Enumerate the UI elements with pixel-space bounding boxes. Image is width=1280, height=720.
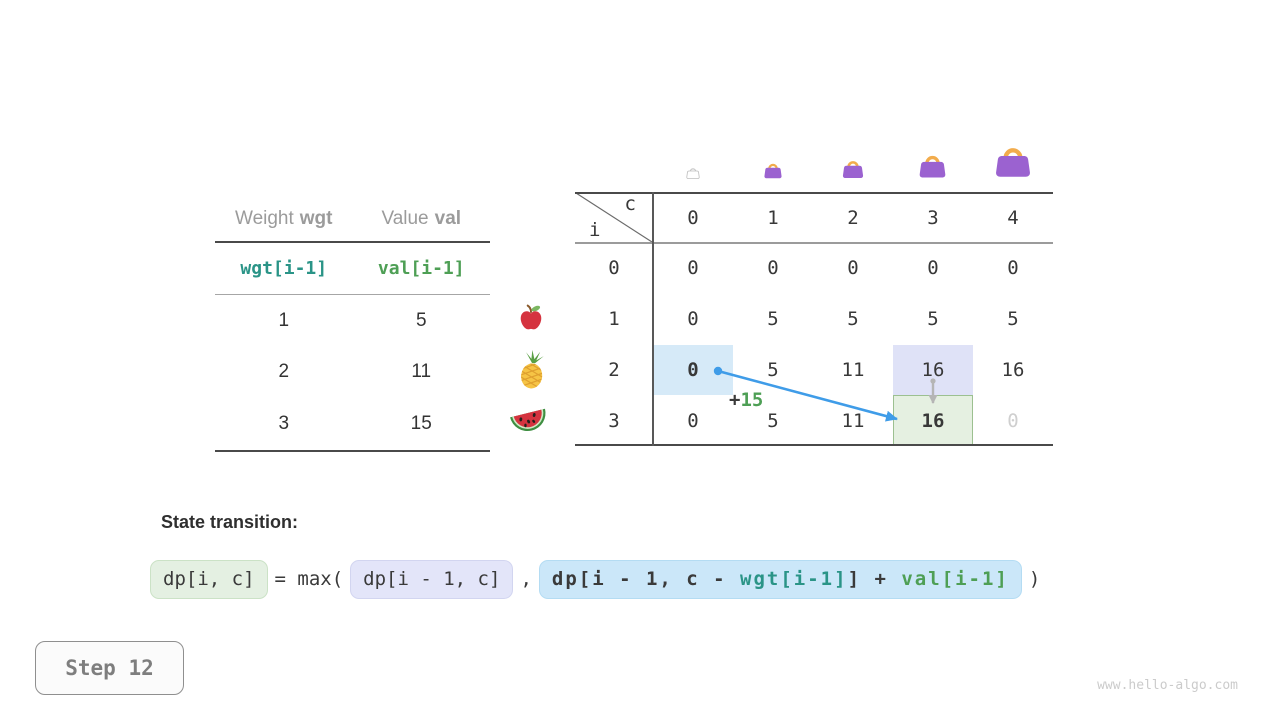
- dp-cell-prev-highlight: 16: [893, 344, 973, 396]
- dp-col-header: 4: [1007, 206, 1019, 229]
- dp-cell: 5: [767, 409, 779, 432]
- dp-vertical-divider: [652, 192, 654, 446]
- dp-cell-source-highlight: 0: [653, 344, 733, 396]
- dp-cell-pending: 0: [1007, 409, 1019, 432]
- dp-table: c i 0 1 2 3 4 0 0 0 0 0 0 1 0 5 5 5 5 2 …: [575, 192, 1053, 446]
- dp-row-header: 1: [608, 308, 620, 331]
- item-2-weight: 2: [278, 361, 290, 383]
- bag-icon-capacity-4: [991, 143, 1035, 185]
- dp-cell: 5: [927, 308, 939, 331]
- val-code-cell: val[i-1]: [377, 258, 465, 279]
- dp-cell: 0: [1007, 257, 1019, 280]
- dp-col-header: 1: [767, 206, 779, 229]
- corner-row-var: i: [589, 219, 601, 241]
- dp-corner-cell: c i: [575, 192, 653, 243]
- dp-cell: 11: [841, 358, 865, 381]
- dp-cell: 0: [847, 257, 859, 280]
- watermark: www.hello-algo.com: [1097, 678, 1238, 693]
- dp-col-header: 3: [927, 206, 939, 229]
- state-transition-formula: dp[i, c] = max( dp[i - 1, c] , dp[i - 1,…: [150, 560, 1040, 599]
- dp-row-header: 3: [608, 409, 620, 432]
- arg2-mid: ] +: [847, 568, 902, 590]
- dp-col-header: 2: [847, 206, 859, 229]
- weight-header-label: Weight: [234, 207, 294, 229]
- item-2-value: 11: [411, 361, 432, 383]
- dp-cell: 5: [767, 358, 779, 381]
- weight-header: Weight wgt: [215, 196, 353, 241]
- dp-row-header: 2: [608, 358, 620, 381]
- empty-bag-icon: [685, 166, 701, 185]
- arg2-wgt-code: wgt[i-1]: [740, 568, 848, 590]
- dp-cell: 5: [1007, 308, 1019, 331]
- value-header-code: val: [434, 207, 462, 229]
- arg2-prefix: dp[i - 1, c -: [551, 568, 741, 590]
- formula-close-paren: ): [1028, 568, 1041, 591]
- dp-cell: 11: [841, 409, 865, 432]
- formula-arg2-box: dp[i - 1, c - wgt[i-1]] + val[i-1]: [538, 560, 1022, 599]
- value-added-annotation: +15: [729, 389, 763, 411]
- dp-header-divider: [575, 242, 1053, 244]
- dp-top-border: [575, 192, 1053, 194]
- bag-icon-capacity-1: [762, 161, 784, 185]
- dp-cell: 0: [927, 257, 939, 280]
- corner-col-var: c: [624, 193, 636, 215]
- dp-cell: 5: [847, 308, 859, 331]
- bag-icon-capacity-2: [840, 158, 866, 185]
- item-1-value: 5: [415, 309, 427, 331]
- dp-col-header: 0: [687, 206, 699, 229]
- formula-operator: = max(: [274, 568, 344, 591]
- dp-cell: 0: [767, 257, 779, 280]
- watermelon-icon: [506, 401, 550, 442]
- value-header-label: Value: [381, 207, 429, 229]
- apple-icon: [516, 303, 546, 338]
- dp-cell-current-highlight: 16: [893, 395, 973, 446]
- formula-arg1-box: dp[i - 1, c]: [350, 560, 514, 599]
- dp-cell: 0: [687, 257, 699, 280]
- dp-row-header: 0: [608, 257, 620, 280]
- dp-cell: 16: [1001, 358, 1025, 381]
- item-row-1: 1 5: [215, 295, 490, 347]
- formula-comma: ,: [520, 568, 532, 591]
- wgt-code-cell: wgt[i-1]: [240, 258, 328, 279]
- item-3-weight: 3: [278, 412, 290, 434]
- item-3-value: 15: [410, 412, 432, 434]
- added-value: 15: [740, 389, 764, 411]
- formula-lhs-box: dp[i, c]: [150, 560, 268, 599]
- weight-header-code: wgt: [299, 207, 333, 229]
- plus-sign: +: [729, 389, 741, 411]
- code-row: wgt[i-1] val[i-1]: [215, 243, 490, 295]
- item-row-3: 3 15: [215, 398, 490, 452]
- item-1-weight: 1: [278, 309, 290, 331]
- item-row-2: 2 11: [215, 347, 490, 399]
- value-header: Value val: [353, 196, 491, 241]
- step-indicator: Step 12: [35, 641, 184, 695]
- dp-bottom-border: [575, 444, 1053, 446]
- arg2-val-code: val[i-1]: [901, 568, 1009, 590]
- dp-cell: 0: [687, 308, 699, 331]
- bag-icon-capacity-3: [916, 152, 949, 185]
- weight-value-header-row: Weight wgt Value val: [215, 196, 490, 243]
- weight-value-table: Weight wgt Value val wgt[i-1] val[i-1] 1…: [215, 196, 490, 452]
- state-transition-heading: State transition:: [161, 512, 299, 532]
- dp-cell: 0: [687, 409, 699, 432]
- step-label: Step 12: [65, 656, 154, 680]
- dp-cell: 5: [767, 308, 779, 331]
- pineapple-icon: [511, 348, 553, 397]
